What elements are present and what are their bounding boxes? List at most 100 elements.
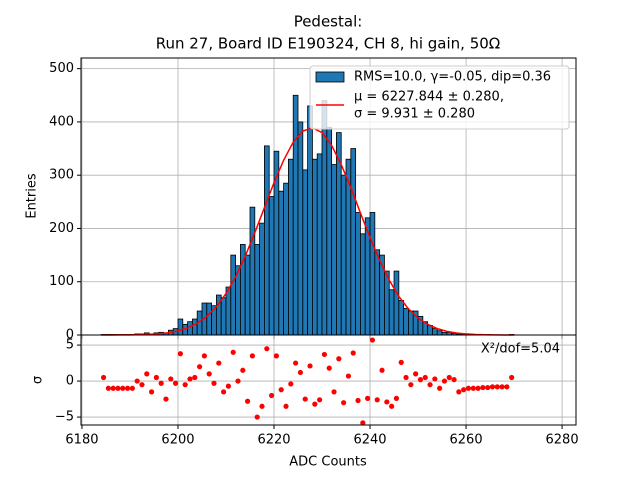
bar [292,94,299,336]
y-tick-label: 0 [66,374,74,389]
bar [398,299,405,336]
bar [369,212,376,336]
x-tick-label: 6260 [450,433,483,448]
bar [403,307,409,336]
residual-point [417,377,424,383]
residual-point [379,367,385,373]
residual-point [470,385,476,391]
residual-point [475,385,481,391]
bar [326,126,333,336]
residual-point [100,374,107,381]
bar [436,330,443,336]
residual-point [259,403,265,409]
bar [340,174,347,336]
x-axis-label: ADC Counts [289,455,367,470]
residual-point [201,353,207,359]
residual-point [456,389,462,395]
y-tick-label: 300 [49,168,74,183]
residual-point [350,350,356,356]
bar [408,310,414,336]
bar [283,182,289,336]
residual-point [220,389,227,395]
residual-point [422,374,428,381]
residual-point [369,337,376,343]
residual-point [504,384,510,390]
y-axis-label: Entries [25,173,40,219]
annotation: X²/dof=5.04 [481,342,560,357]
residual-point [480,384,486,391]
residual-point [312,401,318,407]
bar [278,190,285,336]
bar [254,244,261,336]
residual-point [317,397,323,403]
residual-point [264,346,270,352]
residual-point [139,382,145,388]
bar [331,164,337,336]
bar [206,302,212,336]
residual-point [336,356,342,362]
y-axis-label: σ [31,376,46,384]
y-tick-label: 0 [66,328,74,343]
x-tick-label: 6220 [257,433,290,448]
bar [360,233,366,336]
residual-point [408,382,414,388]
residual-point [446,374,452,381]
residual-point [293,360,299,366]
bar [259,222,265,336]
residual-point [225,383,231,389]
bar [388,289,395,336]
residual-point [499,384,505,390]
y-tick-label: −5 [55,410,74,425]
residual-point [110,385,116,391]
legend-box [309,65,570,130]
residual-point [321,351,328,358]
legend-label: μ = 6227.844 ± 0.280, σ = 9.931 ± 0.280 [354,89,504,121]
residual-point [427,382,433,388]
x-tick-label: 6180 [65,433,98,448]
bar [432,328,438,336]
bar [307,105,313,336]
residual-point [235,378,241,384]
bar [191,318,198,336]
residual-point [413,371,419,377]
legend-swatch [315,71,345,83]
residual-point [124,385,131,391]
residual-point [134,378,140,384]
bar [288,158,294,336]
bar [384,270,390,336]
residual-point [297,369,304,376]
residual-point [192,374,198,381]
y-tick-label: 500 [49,61,74,76]
residual-point [254,414,260,420]
residual-point [273,353,280,359]
residual-point [355,397,361,404]
residual-point [129,385,135,391]
residual-point [393,395,400,401]
residual-point [360,420,366,426]
residual-point [187,376,193,382]
residual-point [115,385,121,391]
residual-point [288,381,294,387]
residual-point [384,399,390,405]
x-tick-label: 6240 [353,433,386,448]
chart-title: Pedestal: [294,13,363,31]
bar [355,212,361,336]
residual-point [144,371,150,377]
residual-point [230,349,236,355]
residual-point [163,396,169,402]
residual-point [451,377,457,383]
residual-point [307,363,313,369]
bar [220,297,227,336]
bar [312,158,318,336]
residual-point [172,380,179,386]
residual-point [437,385,443,391]
fit-line [101,126,515,336]
bar [302,169,309,336]
residual-point [182,382,188,388]
residual-point [153,374,159,381]
residual-point [158,380,164,386]
residual-point [326,365,332,371]
y-tick-label: 200 [49,221,74,236]
residual-point [283,403,289,409]
